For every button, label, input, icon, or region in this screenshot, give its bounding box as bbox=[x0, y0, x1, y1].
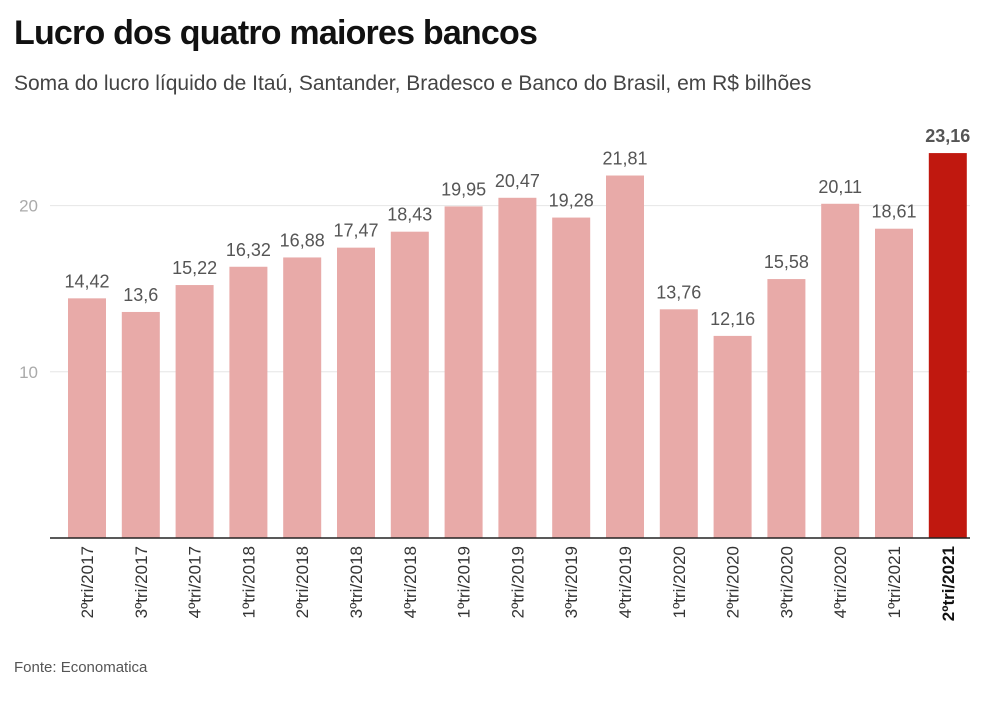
bar-value-label: 16,32 bbox=[226, 240, 271, 260]
category-label: 1ºtri/2018 bbox=[239, 546, 258, 618]
bar-value-label: 19,95 bbox=[441, 179, 486, 199]
value-labels: 14,42 13,6 15,22 16,32 16,88 17,47 18,43 19,95 2… bbox=[64, 126, 970, 329]
category-label: 3ºtri/2018 bbox=[347, 546, 366, 618]
bar-value-label: 20,11 bbox=[818, 177, 862, 197]
chart-title: Lucro dos quatro maiores bancos bbox=[14, 14, 538, 52]
category-labels: 2ºtri/2017 3ºtri/2017 4ºtri/2017 1ºtri/2018… bbox=[78, 546, 958, 621]
bar bbox=[390, 231, 429, 538]
bar bbox=[659, 309, 698, 538]
category-label: 4ºtri/2017 bbox=[186, 546, 205, 618]
category-label: 3ºtri/2020 bbox=[777, 546, 796, 618]
category-label: 4ºtri/2020 bbox=[831, 546, 850, 618]
category-label: 2ºtri/2019 bbox=[508, 546, 527, 618]
bar bbox=[713, 335, 752, 538]
bar bbox=[175, 285, 214, 538]
category-label: 2ºtri/2020 bbox=[724, 546, 743, 618]
bar-value-label: 19,28 bbox=[549, 191, 594, 211]
bar bbox=[444, 206, 483, 538]
bar-value-label: 18,61 bbox=[871, 202, 916, 222]
bar bbox=[875, 228, 913, 539]
bar bbox=[283, 257, 322, 538]
chart-subtitle: Soma do lucro líquido de Itaú, Santander… bbox=[14, 72, 812, 95]
bar bbox=[498, 197, 537, 538]
source-note: Fonte: Economatica bbox=[14, 659, 148, 676]
bar bbox=[606, 175, 644, 538]
bar-value-label: 20,47 bbox=[495, 171, 540, 191]
category-label: 2ºtri/2017 bbox=[78, 546, 97, 618]
bar-value-label: 23,16 bbox=[925, 126, 970, 146]
y-tick-label: 20 bbox=[19, 197, 38, 216]
category-label: 4ºtri/2019 bbox=[616, 546, 635, 618]
bar-value-label: 17,47 bbox=[333, 221, 378, 241]
bar-value-label: 21,81 bbox=[602, 149, 647, 169]
bar-value-label: 14,42 bbox=[64, 271, 109, 291]
bar-value-label: 13,6 bbox=[123, 285, 158, 305]
category-label: 3ºtri/2017 bbox=[132, 546, 151, 618]
bar bbox=[552, 217, 591, 538]
bar bbox=[337, 247, 375, 538]
category-label: 3ºtri/2019 bbox=[562, 546, 581, 618]
bar bbox=[229, 266, 268, 538]
bar-value-label: 18,43 bbox=[387, 205, 432, 225]
category-label: 1ºtri/2021 bbox=[885, 546, 904, 618]
bar bbox=[767, 279, 806, 538]
y-tick-label: 10 bbox=[19, 363, 38, 382]
category-label: 1ºtri/2020 bbox=[670, 546, 689, 618]
bar-value-label: 12,16 bbox=[710, 309, 755, 329]
category-label: 2ºtri/2021 bbox=[939, 546, 958, 621]
bar bbox=[121, 311, 160, 538]
bar-value-label: 15,58 bbox=[764, 252, 809, 272]
category-label: 4ºtri/2018 bbox=[401, 546, 420, 618]
category-label: 1ºtri/2019 bbox=[455, 546, 474, 618]
category-label: 2ºtri/2018 bbox=[293, 546, 312, 618]
bars bbox=[68, 153, 967, 539]
bar bbox=[928, 153, 967, 538]
bar-value-label: 16,88 bbox=[280, 230, 325, 250]
bar-value-label: 15,22 bbox=[172, 258, 217, 278]
bar bbox=[821, 203, 860, 539]
bar-value-label: 13,76 bbox=[656, 282, 701, 302]
bar bbox=[68, 298, 106, 538]
